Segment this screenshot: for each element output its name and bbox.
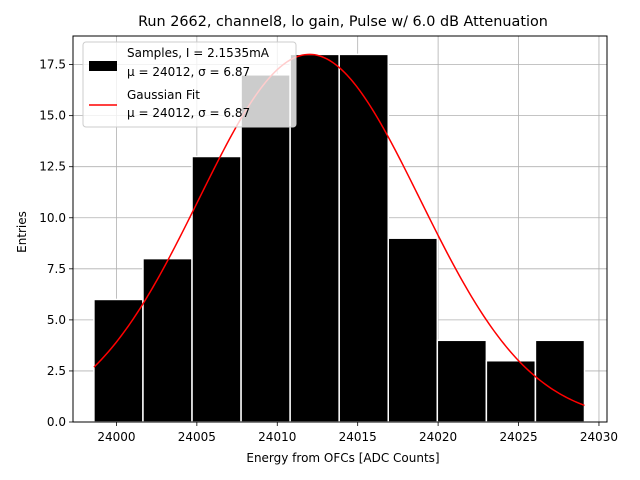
- legend: Samples, I = 2.1535mA μ = 24012, σ = 6.8…: [82, 41, 297, 128]
- x-ticks: 24000 24005 24010 24015 24020 24025 24030: [97, 422, 618, 444]
- x-tick-label: 24000: [97, 430, 135, 444]
- legend-samples-label: Samples, I = 2.1535mA: [127, 46, 270, 60]
- histogram-bar: [240, 74, 291, 423]
- histogram-bar: [191, 155, 242, 423]
- x-axis-label: Energy from OFCs [ADC Counts]: [246, 451, 439, 465]
- y-tick-label: 7.5: [47, 262, 66, 276]
- legend-fit-stats: μ = 24012, σ = 6.87: [127, 106, 250, 120]
- y-ticks: 0.0 2.5 5.0 7.5 10.0 12.5 15.0 17.5: [39, 58, 73, 429]
- y-tick-label: 15.0: [39, 109, 66, 123]
- x-tick-label: 24005: [178, 430, 216, 444]
- y-tick-label: 12.5: [39, 160, 66, 174]
- histogram-bar: [436, 339, 488, 423]
- legend-samples-stats: μ = 24012, σ = 6.87: [127, 65, 250, 79]
- histogram-bar: [338, 53, 390, 423]
- y-axis-label: Entries: [15, 211, 29, 253]
- histogram-bar: [534, 339, 586, 423]
- x-tick-label: 24015: [339, 430, 377, 444]
- legend-box: [82, 41, 297, 128]
- y-tick-label: 5.0: [47, 313, 66, 327]
- y-tick-label: 2.5: [47, 364, 66, 378]
- x-tick-label: 24030: [580, 430, 618, 444]
- legend-fit-label: Gaussian Fit: [127, 88, 200, 102]
- histogram-bar: [142, 257, 193, 423]
- legend-samples-swatch: [89, 61, 117, 71]
- x-tick-label: 24025: [499, 430, 537, 444]
- bars-layer: [93, 53, 586, 423]
- gaussian-fit-line: [93, 53, 585, 407]
- y-tick-label: 10.0: [39, 211, 66, 225]
- fit-layer: [93, 53, 585, 407]
- y-tick-label: 0.0: [47, 415, 66, 429]
- y-tick-label: 17.5: [39, 58, 66, 72]
- histogram-bar: [289, 53, 340, 423]
- histogram-bar: [387, 237, 439, 423]
- x-tick-label: 24010: [258, 430, 296, 444]
- x-tick-label: 24020: [419, 430, 457, 444]
- chart-title: Run 2662, channel8, lo gain, Pulse w/ 6.…: [138, 14, 548, 30]
- plot-frame: [72, 35, 608, 423]
